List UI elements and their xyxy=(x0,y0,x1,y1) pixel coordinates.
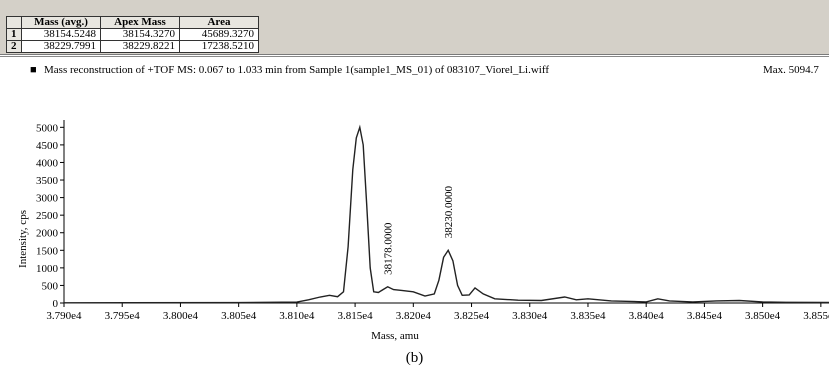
table-row[interactable]: 1 38154.5248 38154.3270 45689.3270 xyxy=(6,28,259,41)
row-index: 1 xyxy=(6,28,22,41)
series xyxy=(63,124,829,304)
ticks: 3.790e4 3.795e4 3.800e4 3.805e4 3.810e4 3.815… xyxy=(36,122,829,322)
table-header-area[interactable]: Area xyxy=(179,16,259,29)
y-tick-label: 4500 xyxy=(36,140,59,152)
cell-area: 45689.3270 xyxy=(179,28,259,41)
max-label: Max. 5094.7 xyxy=(763,64,819,76)
peak-table-panel: Mass (avg.) Apex Mass Area 1 38154.5248 … xyxy=(0,0,829,55)
peak-annotation: 38230.0000 xyxy=(443,186,455,239)
x-tick-label: 3.820e4 xyxy=(396,310,432,322)
y-tick-label: 5000 xyxy=(36,122,59,134)
y-tick-label: 0 xyxy=(53,298,59,310)
x-tick-label: 3.835e4 xyxy=(570,310,606,322)
peak-annotation: 38178.0000 xyxy=(383,222,395,275)
y-tick-label: 2000 xyxy=(36,228,59,240)
y-tick-label: 1500 xyxy=(36,245,59,257)
x-tick-label: 3.840e4 xyxy=(629,310,665,322)
chart-title: Mass reconstruction of +TOF MS: 0.067 to… xyxy=(44,64,549,76)
x-tick-label: 3.830e4 xyxy=(512,310,548,322)
y-tick-label: 3000 xyxy=(36,193,59,205)
chart-frame: ■ Mass reconstruction of +TOF MS: 0.067 … xyxy=(0,56,829,342)
cell-mass-avg: 38229.7991 xyxy=(21,40,101,53)
table-header-apex-mass[interactable]: Apex Mass xyxy=(100,16,180,29)
x-tick-label: 3.790e4 xyxy=(46,310,82,322)
y-tick-label: 2500 xyxy=(36,210,59,222)
annotations: 38178.0000 38230.0000 xyxy=(383,186,456,275)
peak-table: Mass (avg.) Apex Mass Area 1 38154.5248 … xyxy=(6,16,259,53)
x-tick-label: 3.855e4 xyxy=(803,310,829,322)
row-index: 2 xyxy=(6,40,22,53)
y-tick-label: 1000 xyxy=(36,263,59,275)
x-axis-label: Mass, amu xyxy=(371,330,419,342)
spectrum-line xyxy=(63,124,829,304)
cell-mass-avg: 38154.5248 xyxy=(21,28,101,41)
table-header-index xyxy=(6,16,22,29)
x-tick-label: 3.850e4 xyxy=(745,310,781,322)
x-tick-label: 3.805e4 xyxy=(221,310,257,322)
table-header-mass-avg[interactable]: Mass (avg.) xyxy=(21,16,101,29)
y-axis-label: Intensity, cps xyxy=(17,210,29,268)
x-tick-label: 3.810e4 xyxy=(279,310,315,322)
cell-area: 17238.5210 xyxy=(179,40,259,53)
cell-apex-mass: 38154.3270 xyxy=(100,28,180,41)
mass-spectrum-chart: ■ Mass reconstruction of +TOF MS: 0.067 … xyxy=(17,64,829,342)
x-tick-label: 3.845e4 xyxy=(687,310,723,322)
legend-marker: ■ xyxy=(30,64,37,76)
y-tick-label: 4000 xyxy=(36,157,59,169)
table-header-row: Mass (avg.) Apex Mass Area xyxy=(6,16,259,29)
y-tick-label: 500 xyxy=(42,280,59,292)
y-tick-label: 3500 xyxy=(36,175,59,187)
x-tick-label: 3.795e4 xyxy=(105,310,141,322)
figure-caption: (b) xyxy=(405,350,424,366)
cell-apex-mass: 38229.8221 xyxy=(100,40,180,53)
x-tick-label: 3.800e4 xyxy=(163,310,199,322)
x-tick-label: 3.815e4 xyxy=(338,310,374,322)
x-tick-label: 3.825e4 xyxy=(454,310,490,322)
table-row[interactable]: 2 38229.7991 38229.8221 17238.5210 xyxy=(6,40,259,53)
